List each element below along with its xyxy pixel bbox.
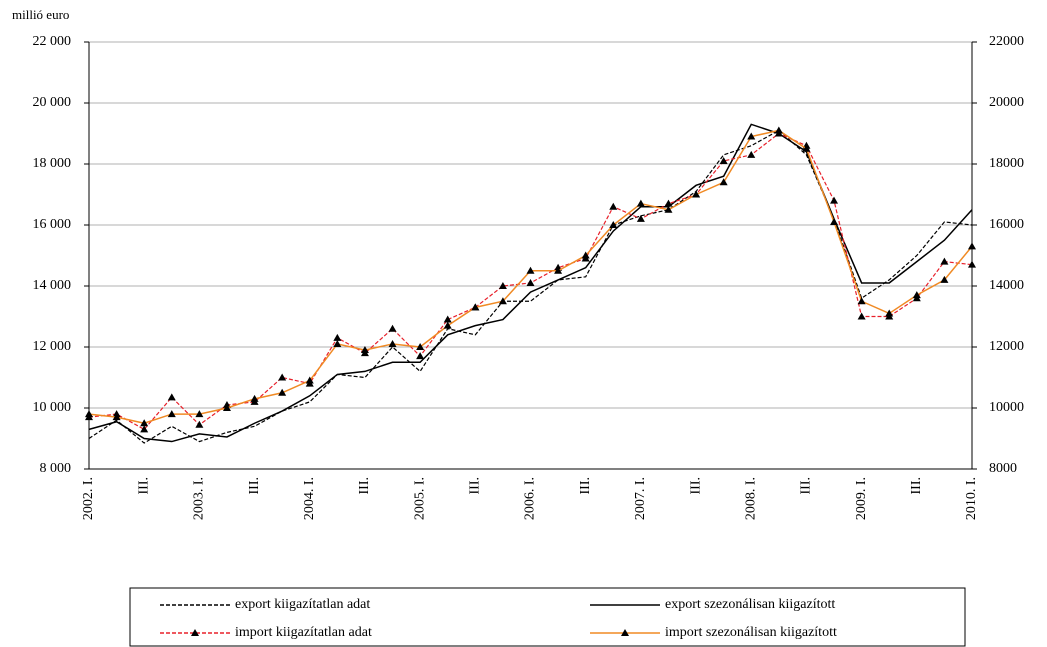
marker (830, 217, 839, 225)
marker (719, 178, 728, 186)
marker (526, 266, 535, 274)
marker (140, 425, 149, 433)
marker (940, 275, 949, 283)
x-tick-label: III. (688, 477, 703, 495)
marker (885, 309, 894, 317)
legend-box (129, 587, 966, 647)
marker (416, 343, 425, 350)
marker (278, 388, 287, 396)
y-tick-label: 20 000 (33, 95, 72, 110)
marker (774, 126, 783, 134)
y2-tick-label: 14000 (989, 278, 1024, 293)
marker (140, 419, 149, 427)
x-tick-label: 2005. I. (412, 477, 427, 520)
marker (747, 150, 756, 158)
marker (498, 282, 507, 289)
x-tick-label: III. (799, 477, 814, 495)
x-tick-label: 2003. I. (192, 477, 207, 520)
y-tick-label: 14 000 (33, 278, 72, 293)
marker (526, 278, 535, 286)
marker (443, 321, 452, 329)
marker (554, 266, 563, 274)
x-tick-label: III. (468, 477, 483, 495)
series-line (88, 129, 973, 425)
marker (719, 156, 728, 164)
marker (581, 251, 590, 259)
series-line (88, 129, 973, 444)
marker (333, 339, 342, 347)
y2-tick-label: 16000 (989, 217, 1024, 232)
x-tick-label: III. (247, 477, 262, 495)
legend-marker (621, 629, 629, 636)
marker (85, 410, 93, 418)
y2-tick-label: 8000 (989, 461, 1017, 476)
marker (388, 324, 397, 332)
marker (112, 413, 121, 421)
x-tick-label: III. (578, 477, 593, 495)
marker (471, 303, 480, 311)
y-tick-label: 8 000 (40, 461, 72, 476)
marker (692, 190, 701, 198)
y2-tick-label: 20000 (989, 95, 1024, 110)
marker (443, 315, 452, 323)
y-tick-label: 12 000 (33, 339, 72, 354)
marker (968, 242, 976, 250)
marker (940, 257, 949, 265)
x-tick-label: 2008. I. (743, 477, 758, 520)
marker (636, 199, 645, 207)
x-tick-label: 2004. I. (302, 477, 317, 520)
marker (857, 297, 866, 305)
marker (167, 393, 176, 401)
marker (388, 339, 397, 347)
marker (968, 260, 976, 268)
marker (664, 199, 673, 207)
marker (609, 221, 618, 228)
x-tick-label: III. (909, 477, 924, 495)
legend-label: import kiigazítatlan adat (235, 625, 372, 640)
legend-label: export szezonálisan kiigazított (665, 597, 835, 612)
marker (333, 333, 342, 341)
marker (609, 202, 618, 210)
y-tick-label: 16 000 (33, 217, 72, 232)
y2-tick-label: 10000 (989, 400, 1024, 415)
marker (802, 144, 811, 152)
marker (360, 346, 369, 354)
marker (305, 376, 314, 384)
y-tick-label: 18 000 (33, 156, 72, 171)
x-tick-label: 2009. I. (854, 477, 869, 520)
x-tick-label: 2006. I. (523, 477, 538, 520)
legend-label: import szezonálisan kiigazított (665, 625, 837, 640)
y-tick-label: 22 000 (33, 34, 72, 49)
x-tick-label: 2010. I. (964, 477, 979, 520)
legend-label: export kiigazítatlan adat (235, 597, 370, 612)
marker (195, 410, 204, 418)
marker (195, 420, 204, 428)
y-tick-label: 10 000 (33, 400, 72, 415)
x-tick-label: 2007. I. (633, 477, 648, 520)
marker (664, 205, 673, 213)
marker (636, 214, 645, 222)
marker (912, 291, 921, 299)
y2-tick-label: 18000 (989, 156, 1024, 171)
marker (222, 404, 231, 411)
marker (278, 373, 287, 381)
marker (250, 394, 259, 402)
marker (857, 312, 866, 320)
marker (498, 297, 507, 305)
y-axis-label: millió euro (12, 7, 69, 22)
marker (167, 410, 176, 418)
x-tick-label: III. (357, 477, 372, 495)
marker (416, 352, 425, 360)
y2-tick-label: 22000 (989, 34, 1024, 49)
x-tick-label: 2002. I. (81, 477, 96, 520)
marker (830, 196, 839, 204)
y2-tick-label: 12000 (989, 339, 1024, 354)
marker (747, 132, 756, 140)
legend-marker (191, 629, 199, 636)
x-tick-label: III. (136, 477, 151, 495)
